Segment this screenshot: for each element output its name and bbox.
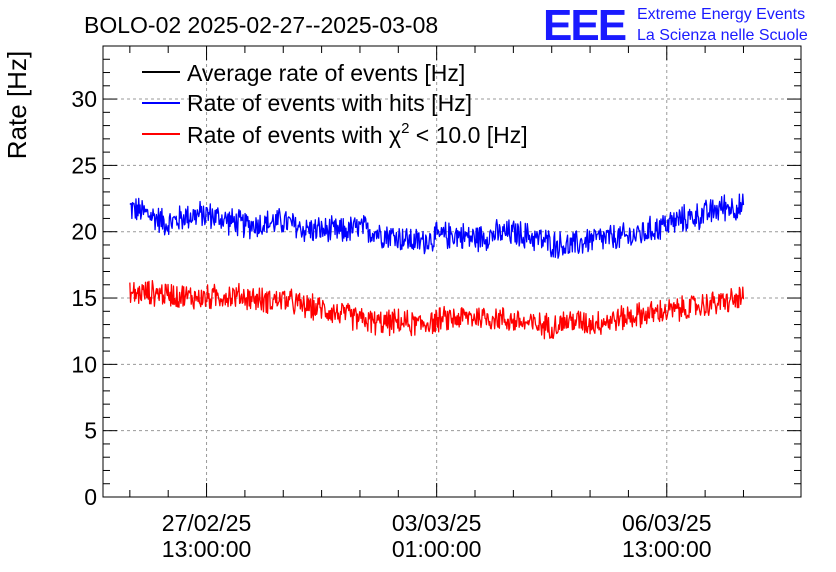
y-tick-label: 15: [71, 285, 97, 311]
legend: Average rate of events [Hz] Rate of even…: [142, 60, 528, 148]
eee-logo-mark: EEE: [543, 1, 626, 50]
axes: [102, 45, 802, 498]
legend-label-chi2: Rate of events with χ2 < 10.0 [Hz]: [187, 120, 528, 148]
x-tick-label-date: 06/03/25: [622, 510, 712, 536]
x-tick-label-date: 03/03/25: [392, 510, 482, 536]
eee-logo: EEE Extreme Energy Events La Scienza nel…: [543, 1, 808, 50]
legend-chi2-sup: 2: [401, 120, 409, 137]
y-tick-label: 5: [84, 418, 97, 444]
x-tick-label-time: 13:00:00: [162, 536, 252, 562]
x-tick-labels: 27/02/2513:00:0003/03/2501:00:0006/03/25…: [162, 510, 712, 562]
chart-title: BOLO-02 2025-02-27--2025-03-08: [84, 12, 438, 38]
y-tick-label: 10: [71, 351, 97, 377]
series-layer: [129, 193, 745, 340]
legend-chi2-post: < 10.0 [Hz]: [409, 122, 527, 148]
x-tick-label-time: 13:00:00: [622, 536, 712, 562]
y-tick-label: 0: [84, 484, 97, 510]
eee-logo-line2: La Scienza nelle Scuole: [637, 27, 808, 44]
legend-label-average: Average rate of events [Hz]: [187, 60, 465, 86]
series-line-2: [129, 279, 745, 340]
y-axis-label: Rate [Hz]: [2, 51, 32, 159]
y-tick-labels: 0 5 10 15 20 25 30: [71, 86, 97, 510]
x-tick-label-date: 27/02/25: [162, 510, 252, 536]
legend-label-hits: Rate of events with hits [Hz]: [187, 90, 472, 116]
x-tick-label-time: 01:00:00: [392, 536, 482, 562]
grid: [103, 46, 801, 497]
eee-logo-line1: Extreme Energy Events: [637, 6, 805, 23]
series-line-1: [129, 193, 745, 259]
y-tick-label: 30: [71, 86, 97, 112]
legend-chi2-pre: Rate of events with χ: [187, 122, 401, 148]
y-tick-label: 25: [71, 152, 97, 178]
y-tick-label: 20: [71, 219, 97, 245]
